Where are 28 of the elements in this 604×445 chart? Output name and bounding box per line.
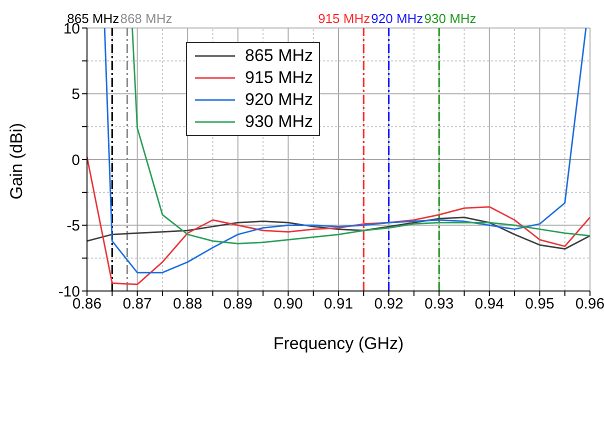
x-tick-label: 0.86 xyxy=(72,296,102,313)
ref-line-label: 868 MHz xyxy=(120,11,172,26)
y-tick-label: 0 xyxy=(72,152,80,169)
x-axis-title: Frequency (GHz) xyxy=(273,334,404,353)
x-tick-label: 0.90 xyxy=(274,296,303,313)
x-tick-label: 0.88 xyxy=(173,296,202,313)
y-tick-label: -5 xyxy=(66,218,80,235)
legend-label: 930 MHz xyxy=(245,112,314,132)
line-series xyxy=(104,28,587,274)
x-tick-label: 0.92 xyxy=(374,296,404,313)
line-series xyxy=(87,156,590,286)
legend-label: 920 MHz xyxy=(245,90,314,110)
ref-line-label: 930 MHz xyxy=(424,11,476,26)
x-tick-label: 0.87 xyxy=(122,296,152,313)
line-series xyxy=(132,28,590,244)
x-tick-label: 0.94 xyxy=(474,296,504,313)
x-tick-label: 0.93 xyxy=(424,296,454,313)
legend-label: 865 MHz xyxy=(245,46,314,66)
legend-label: 915 MHz xyxy=(245,68,314,88)
y-tick-label: 5 xyxy=(72,86,80,104)
x-tick-label: 0.95 xyxy=(525,296,554,313)
y-axis-title: Gain (dBi) xyxy=(7,122,26,200)
ref-line-label: 915 MHz xyxy=(318,11,370,26)
x-tick-label: 0.96 xyxy=(575,296,604,313)
x-tick-label: 0.91 xyxy=(324,296,354,313)
x-tick-label: 0.89 xyxy=(223,296,252,313)
ref-line-label: 920 MHz xyxy=(371,11,424,26)
line-series xyxy=(87,216,590,250)
